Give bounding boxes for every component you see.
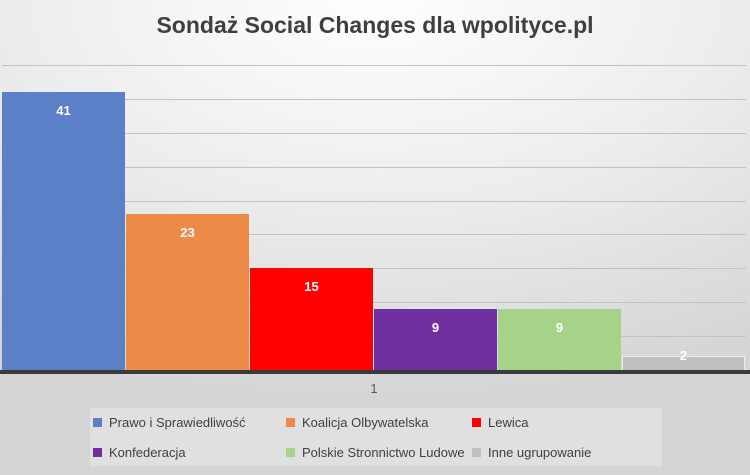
legend-item-prawo-i-sprawiedliwosc: Prawo i Sprawiedliwość: [93, 414, 246, 430]
x-axis-line: [0, 370, 750, 374]
bar-value-label: 9: [431, 320, 440, 335]
bar-koalicja-olbywatelska: 23: [126, 214, 249, 370]
chart-title: Sondaż Social Changes dla wpolityce.pl: [156, 12, 594, 38]
bar-value-label: 2: [679, 348, 688, 364]
legend-item-inne-ugrupowanie: Inne ugrupowanie: [472, 444, 591, 460]
bar-value-label: 9: [555, 320, 564, 335]
plot-area: 41 23 15 9 9 2: [0, 65, 750, 374]
bar-value-label: 15: [304, 279, 319, 295]
gridline-30: [2, 166, 746, 168]
category-axis-label: 1: [370, 381, 378, 396]
gridline-20: [2, 234, 746, 236]
bar-inne-ugrupowanie: 2: [622, 348, 745, 370]
gridline-35: [2, 132, 746, 134]
legend-label: Inne ugrupowanie: [488, 444, 592, 460]
bar-polskie-stronnictwo-ludowe: 9: [498, 309, 621, 370]
legend-label: Koalicja Olbywatelska: [302, 414, 429, 430]
legend-swatch-icon: [286, 447, 295, 457]
gridline-25: [2, 200, 746, 202]
bar-lewica: 15: [250, 268, 373, 370]
gridline-45: [2, 65, 746, 66]
gridline-40: [2, 98, 746, 100]
legend-swatch-icon: [286, 417, 295, 427]
gridline-10: [2, 302, 746, 304]
legend-swatch-icon: [93, 417, 102, 427]
bar-prawo-i-sprawiedliwosc: 41: [2, 92, 125, 370]
legend-item-polskie-stronnictwo-ludowe: Polskie Stronnictwo Ludowe: [286, 444, 465, 460]
gridline-15: [2, 268, 746, 270]
legend-label: Prawo i Sprawiedliwość: [109, 414, 246, 430]
legend: Prawo i Sprawiedliwość Koalicja Olbywatel…: [90, 408, 662, 466]
bar-value-label: 41: [56, 103, 71, 119]
legend-swatch-icon: [93, 447, 102, 457]
bar-value-label: 23: [180, 225, 195, 241]
legend-item-koalicja-olbywatelska: Koalicja Olbywatelska: [286, 414, 428, 430]
legend-label: Polskie Stronnictwo Ludowe: [302, 444, 465, 460]
legend-item-lewica: Lewica: [472, 414, 528, 430]
legend-label: Konfederacja: [109, 444, 186, 460]
legend-label: Lewica: [488, 414, 529, 430]
legend-swatch-icon: [472, 417, 481, 427]
legend-item-konfederacja: Konfederacja: [93, 444, 186, 460]
legend-swatch-icon: [472, 447, 481, 457]
bar-konfederacja: 9: [374, 309, 497, 370]
